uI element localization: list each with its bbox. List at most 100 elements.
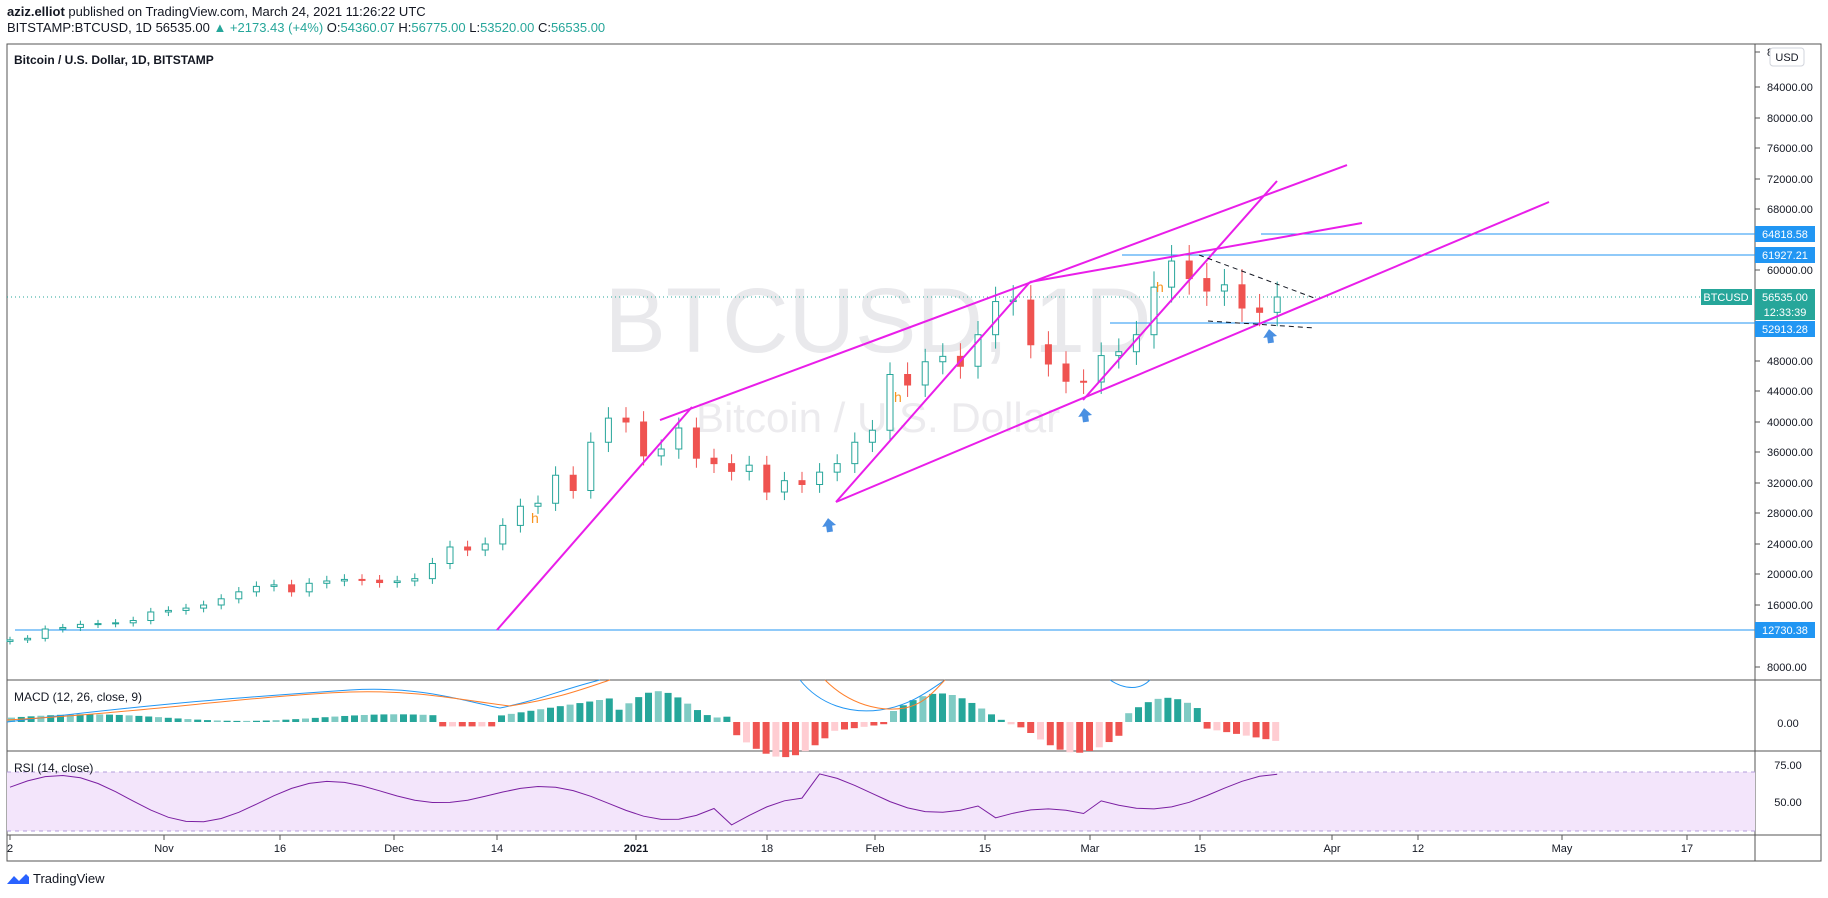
currency-badge-bg[interactable]	[1769, 47, 1805, 67]
macd-bar	[66, 714, 74, 722]
price-tick-label: 40000.00	[1767, 417, 1813, 429]
macd-line-2	[799, 679, 946, 712]
macd-bar	[341, 715, 349, 722]
macd-bar	[1272, 722, 1280, 741]
candle-body	[288, 584, 296, 593]
price-badge	[1755, 226, 1815, 242]
price-badge-label: 52913.28	[1762, 324, 1808, 336]
candle-body	[1168, 260, 1176, 288]
macd-bar	[899, 705, 907, 722]
candle-body	[640, 421, 648, 457]
candle-body	[1185, 260, 1193, 280]
time-tick-label: Dec	[384, 843, 404, 855]
macd-bar	[458, 722, 466, 727]
candle-body	[587, 441, 595, 491]
price-badge-label: 12:33:39	[1764, 307, 1807, 319]
trendline-impulse-3[interactable]	[1082, 180, 1278, 401]
macd-bar	[292, 719, 300, 722]
trendline-upper-channel[interactable]	[659, 164, 1348, 421]
macd-bar	[302, 718, 309, 722]
candle-body	[1150, 286, 1158, 336]
macd-bar	[1017, 722, 1025, 728]
macd-bar	[145, 716, 153, 722]
price-tick-label: 24000.00	[1767, 539, 1813, 551]
macd-bar	[645, 692, 652, 722]
tradingview-label: TradingView	[33, 871, 105, 886]
trendline-impulse-2[interactable]	[835, 281, 1031, 503]
price-tick-label: 20000.00	[1767, 569, 1813, 581]
macd-bar	[125, 715, 133, 722]
author-name[interactable]: aziz.elliot	[7, 4, 65, 19]
time-tick-label: 18	[761, 843, 773, 855]
ohlc-legend: BITSTAMP:BTCUSD, 1D 56535.00 ▲ +2173.43 …	[7, 20, 605, 35]
macd-bar	[566, 704, 574, 722]
macd-bar	[870, 722, 878, 726]
candle-body	[464, 546, 472, 551]
macd-bar	[174, 718, 182, 722]
tradingview-logo[interactable]: TradingView	[6, 871, 105, 886]
currency-badge[interactable]: USD	[1775, 52, 1798, 64]
macd-bar	[37, 715, 45, 722]
price-axis: 880084000.0080000.0076000.0072000.006800…	[1755, 47, 1813, 674]
price-badge	[1755, 321, 1815, 337]
candle-body	[376, 579, 384, 584]
macd-bar	[684, 703, 692, 722]
time-tick-label: 16	[274, 843, 286, 855]
macd-bar	[1105, 722, 1113, 743]
candle-body	[692, 427, 700, 459]
price-tick-label: 72000.00	[1767, 174, 1813, 186]
candle-body	[1220, 284, 1228, 292]
macd-bar	[1203, 722, 1211, 729]
candle-body	[622, 417, 630, 423]
macd-line-3	[1109, 679, 1151, 688]
price-tick-label: 60000.00	[1767, 265, 1813, 277]
macd-bar	[498, 715, 505, 722]
macd-bar	[76, 714, 84, 722]
macd-bar	[272, 720, 280, 722]
macd-bar	[164, 717, 172, 722]
arrow-markers	[822, 329, 1278, 533]
candle-body	[358, 578, 366, 581]
macd-bar	[311, 717, 319, 722]
macd-bar	[135, 715, 143, 722]
up-arrow-icon	[1263, 329, 1278, 344]
high-value: 56775.00	[411, 20, 466, 35]
macd-bar	[253, 720, 260, 722]
trendline-upper-2[interactable]	[1029, 222, 1363, 283]
price-tick-label: 16000.00	[1767, 600, 1813, 612]
candle-body	[886, 374, 894, 431]
candle-body	[745, 464, 753, 472]
trendline-lower-channel[interactable]	[835, 201, 1550, 503]
time-tick-label: Nov	[154, 843, 174, 855]
macd-bar	[184, 719, 192, 722]
macd-bar	[115, 714, 123, 722]
triangle-upper-line[interactable]	[1198, 254, 1318, 300]
trendline-impulse-1[interactable]	[496, 406, 693, 631]
macd-bar	[752, 722, 760, 749]
triangle-pattern	[1198, 254, 1318, 329]
macd-bar	[57, 714, 64, 722]
h-marker: h	[1156, 279, 1164, 295]
price-tick-label: 84000.00	[1767, 82, 1813, 94]
price-tick-label: 68000.00	[1767, 204, 1813, 216]
macd-bar	[703, 715, 711, 722]
name-watermark: Bitcoin / U.S. Dollar	[696, 394, 1060, 441]
up-arrow-icon	[1078, 408, 1093, 423]
macd-bar	[605, 698, 613, 722]
publish-text: published on TradingView.com, March 24, …	[64, 4, 426, 19]
macd-bar	[1027, 722, 1035, 733]
macd-bar	[801, 722, 809, 752]
candle-body	[974, 334, 982, 367]
rsi-tick-75: 75.00	[1774, 760, 1802, 772]
price-badge	[1755, 304, 1815, 320]
macd-bar	[968, 702, 976, 722]
candle-body	[569, 474, 577, 491]
rsi-tick-50: 50.00	[1774, 797, 1802, 809]
macd-bar	[439, 722, 447, 727]
macd-bar	[1262, 722, 1270, 740]
candle-body	[76, 623, 84, 628]
macd-zero-tick: 0.00	[1777, 718, 1798, 730]
symbol-interval: BITSTAMP:BTCUSD, 1D	[7, 20, 152, 35]
candle-body	[604, 417, 612, 443]
